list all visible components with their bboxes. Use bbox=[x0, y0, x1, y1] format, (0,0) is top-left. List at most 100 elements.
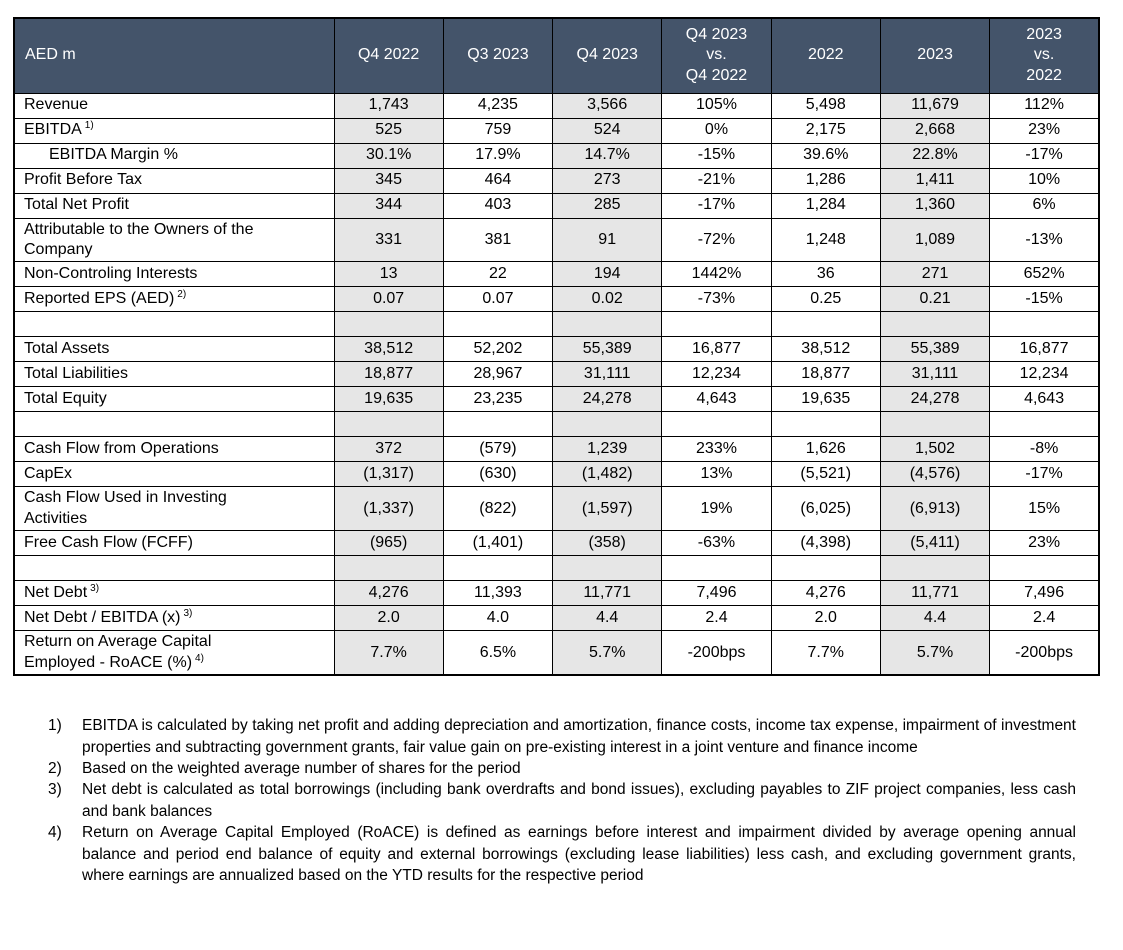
column-header: Q4 2023 bbox=[552, 17, 663, 94]
value-cell: 0.07 bbox=[442, 286, 554, 313]
value-cell: 4,643 bbox=[661, 386, 772, 413]
value-cell: 0.07 bbox=[333, 286, 444, 313]
value-cell: 7.7% bbox=[333, 630, 444, 676]
row-label-text: Profit Before Tax bbox=[24, 171, 142, 189]
value-cell: 16,877 bbox=[989, 336, 1100, 363]
value-cell bbox=[661, 555, 772, 582]
value-cell: 23% bbox=[989, 530, 1100, 557]
value-cell: -72% bbox=[661, 217, 772, 263]
value-cell bbox=[442, 411, 554, 438]
value-cell: -200bps bbox=[989, 630, 1100, 676]
value-cell: 0.02 bbox=[552, 286, 663, 313]
table-row: Cash Flow from Operations 372 (579) 1,239 23… bbox=[13, 436, 1100, 463]
value-cell bbox=[552, 555, 663, 582]
value-cell: 22.8% bbox=[879, 142, 991, 169]
value-cell: -21% bbox=[661, 167, 772, 194]
value-cell: (5,521) bbox=[770, 461, 881, 488]
row-label: Non-Controling Interests bbox=[13, 261, 335, 288]
value-cell: 0.21 bbox=[879, 286, 991, 313]
value-cell: 1,239 bbox=[552, 436, 663, 463]
value-cell bbox=[879, 311, 991, 338]
table-row: EBITDA 1) 525 759 524 0% 2,175 2,668 23% bbox=[13, 117, 1100, 144]
value-cell: 2.4 bbox=[989, 605, 1100, 632]
value-cell: 31,111 bbox=[552, 361, 663, 388]
value-cell: 1,284 bbox=[770, 192, 881, 219]
value-cell bbox=[552, 411, 663, 438]
value-cell: 19,635 bbox=[770, 386, 881, 413]
value-cell: 12,234 bbox=[989, 361, 1100, 388]
footnote-item: 3) Net debt is calculated as total borrow… bbox=[48, 779, 1076, 822]
value-cell: 652% bbox=[989, 261, 1100, 288]
footnote-text: EBITDA is calculated by taking net profi… bbox=[82, 717, 1076, 756]
value-cell: 381 bbox=[442, 217, 554, 263]
value-cell: 331 bbox=[333, 217, 444, 263]
value-cell: 22 bbox=[442, 261, 554, 288]
footnote-item: 2) Based on the weighted average number o… bbox=[48, 758, 1076, 779]
value-cell: 17.9% bbox=[442, 142, 554, 169]
value-cell: 24,278 bbox=[879, 386, 991, 413]
value-cell: (6,913) bbox=[879, 486, 991, 532]
column-header: Q4 2023 vs. Q4 2022 bbox=[661, 17, 772, 94]
value-cell: 10% bbox=[989, 167, 1100, 194]
value-cell: 19% bbox=[661, 486, 772, 532]
row-label-text: Reported EPS (AED) bbox=[24, 290, 175, 308]
value-cell: 194 bbox=[552, 261, 663, 288]
value-cell: (4,576) bbox=[879, 461, 991, 488]
row-label-text: Net Debt / EBITDA (x) bbox=[24, 609, 181, 627]
table-row: Profit Before Tax 345 464 273 -21% 1,286 1,411… bbox=[13, 167, 1100, 194]
value-cell: 31,111 bbox=[879, 361, 991, 388]
value-cell: 7,496 bbox=[661, 580, 772, 607]
value-cell: (1,317) bbox=[333, 461, 444, 488]
value-cell bbox=[879, 555, 991, 582]
spacer-row bbox=[13, 411, 1100, 438]
value-cell bbox=[770, 311, 881, 338]
value-cell: -200bps bbox=[661, 630, 772, 676]
row-label-text: EBITDA bbox=[24, 121, 82, 139]
value-cell: 38,512 bbox=[770, 336, 881, 363]
row-label-text: CapEx bbox=[24, 465, 73, 483]
table-row: Total Net Profit 344 403 285 -17% 1,284 1,360 6… bbox=[13, 192, 1100, 219]
value-cell: 2.0 bbox=[333, 605, 444, 632]
value-cell: 1,248 bbox=[770, 217, 881, 263]
value-cell: 2.0 bbox=[770, 605, 881, 632]
value-cell: 15% bbox=[989, 486, 1100, 532]
row-label: Total Equity bbox=[13, 386, 335, 413]
footnote-number: 3) bbox=[48, 781, 62, 799]
row-label-text: Cash Flow from Operations bbox=[24, 440, 219, 458]
table-row: Revenue 1,743 4,235 3,566 105% 5,498 11,679 112… bbox=[13, 92, 1100, 119]
row-label-text: Total Assets bbox=[24, 340, 110, 358]
value-cell: 105% bbox=[661, 92, 772, 119]
value-cell: (630) bbox=[442, 461, 554, 488]
table-row: EBITDA Margin % 30.1% 17.9% 14.7% -15% 39.6% 2… bbox=[13, 142, 1100, 169]
value-cell: 36 bbox=[770, 261, 881, 288]
value-cell: 52,202 bbox=[442, 336, 554, 363]
value-cell: 2,175 bbox=[770, 117, 881, 144]
value-cell bbox=[552, 311, 663, 338]
value-cell: 55,389 bbox=[879, 336, 991, 363]
value-cell: (6,025) bbox=[770, 486, 881, 532]
table-row: Total Assets 38,512 52,202 55,389 16,877 38,5… bbox=[13, 336, 1100, 363]
footnote-item: 1) EBITDA is calculated by taking net pro… bbox=[48, 715, 1076, 758]
footnote-item: 4) Return on Average Capital Employed (Ro… bbox=[48, 822, 1076, 886]
row-label: CapEx bbox=[13, 461, 335, 488]
value-cell: 4,643 bbox=[989, 386, 1100, 413]
value-cell: 11,679 bbox=[879, 92, 991, 119]
value-cell: 19,635 bbox=[333, 386, 444, 413]
value-cell: (1,401) bbox=[442, 530, 554, 557]
row-label: Cash Flow from Operations bbox=[13, 436, 335, 463]
value-cell: 1442% bbox=[661, 261, 772, 288]
value-cell: 30.1% bbox=[333, 142, 444, 169]
row-label-text: EBITDA Margin % bbox=[49, 146, 178, 164]
value-cell: 344 bbox=[333, 192, 444, 219]
value-cell: (1,597) bbox=[552, 486, 663, 532]
row-label: Total Assets bbox=[13, 336, 335, 363]
value-cell: 1,089 bbox=[879, 217, 991, 263]
value-cell: 5,498 bbox=[770, 92, 881, 119]
value-cell: 273 bbox=[552, 167, 663, 194]
column-header: 2023 bbox=[879, 17, 991, 94]
corner-header: AED m bbox=[13, 17, 335, 94]
value-cell bbox=[442, 555, 554, 582]
value-cell bbox=[770, 555, 881, 582]
value-cell: 2,668 bbox=[879, 117, 991, 144]
value-cell: 1,360 bbox=[879, 192, 991, 219]
